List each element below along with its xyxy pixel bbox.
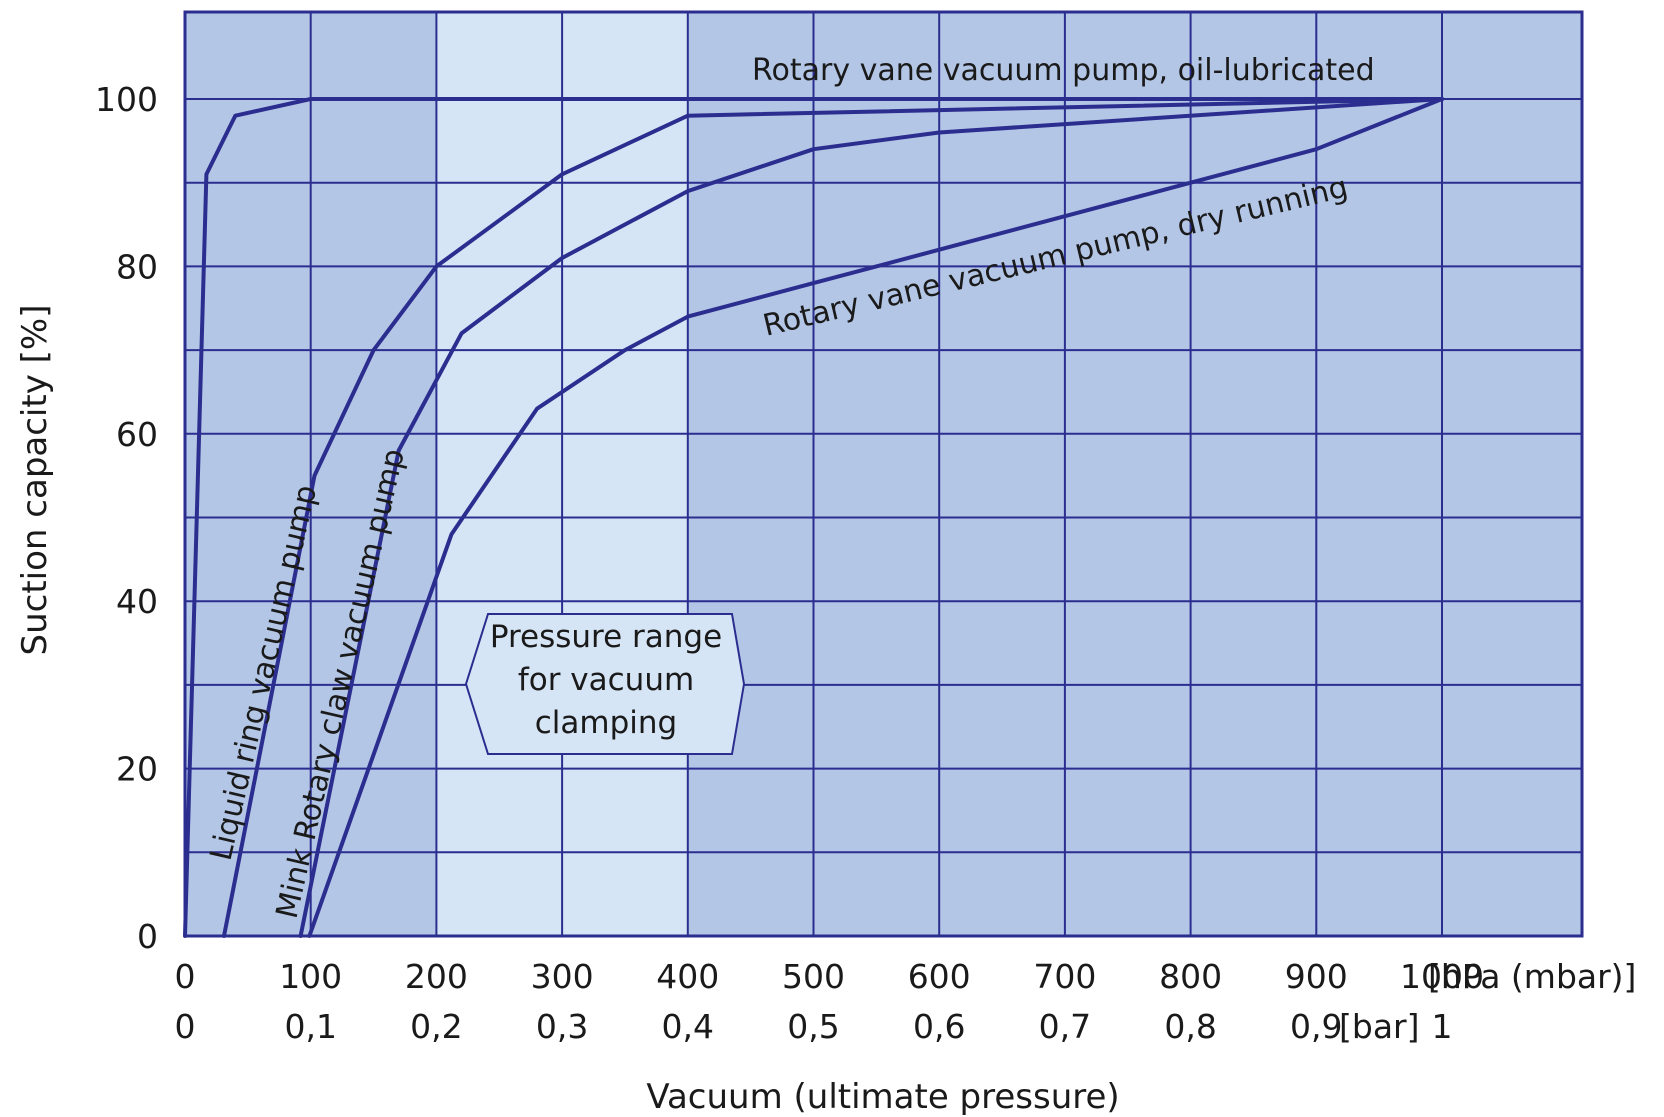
- pressure-range-box-outline: [464, 613, 746, 755]
- y-tick-label: 20: [116, 750, 158, 789]
- x-tick-labels-bar: 0 0,1 0,2 0,3 0,4 0,5 0,6 0,7 0,8 0,9 1: [175, 1007, 1453, 1046]
- x-tick-label-hpa: 500: [782, 957, 845, 996]
- plot-frame: [183, 10, 1584, 938]
- x-tick-label-bar: 0,1: [284, 1007, 336, 1046]
- x-tick-label-bar: 0,8: [1164, 1007, 1216, 1046]
- y-tick-label: 60: [116, 415, 158, 454]
- series-line-3: [298, 97, 1444, 938]
- y-tick-label: 0: [137, 917, 158, 956]
- label-oil-lubricated: Rotary vane vacuum pump, oil-lubricated: [752, 53, 1375, 88]
- x-tick-label-hpa: 300: [531, 957, 594, 996]
- x-tick-label-hpa: 900: [1285, 957, 1348, 996]
- series-line-2: [222, 97, 1444, 938]
- y-tick-label: 80: [116, 247, 158, 286]
- x-tick-label-hpa: 1000: [1400, 957, 1484, 996]
- x-tick-label-hpa: 700: [1033, 957, 1096, 996]
- x-tick-label-bar: 0,2: [410, 1007, 462, 1046]
- x-tick-label-bar: 0,3: [536, 1007, 588, 1046]
- grid: [185, 12, 1582, 936]
- curves: [183, 97, 1444, 938]
- pressure-range-box: Pressure range for vacuum clamping: [464, 613, 746, 755]
- x-tick-labels-hpa: 0 100 200 300 400 500 600 700 800 900 1000: [175, 957, 1484, 996]
- series-line-1: [183, 97, 1444, 938]
- x-tick-label-hpa: 400: [656, 957, 719, 996]
- x-axis-title: Vacuum (ultimate pressure): [646, 1077, 1119, 1117]
- x-tick-label-bar: 0,4: [662, 1007, 714, 1046]
- x-tick-label-hpa: 800: [1159, 957, 1222, 996]
- x-tick-label-hpa: 600: [908, 957, 971, 996]
- y-tick-labels: 0 20 40 60 80 100: [95, 80, 158, 956]
- x-tick-label-hpa: 0: [175, 957, 196, 996]
- y-axis-title: Suction capacity [%]: [15, 305, 55, 656]
- x-tick-label-bar: 1: [1432, 1007, 1453, 1046]
- y-tick-label: 100: [95, 80, 158, 119]
- x-tick-label-hpa: 100: [279, 957, 342, 996]
- x-tick-label-bar: 0,7: [1039, 1007, 1091, 1046]
- box-line-2: for vacuum: [518, 662, 694, 698]
- y-tick-label: 40: [116, 582, 158, 621]
- x-tick-label-bar: 0,5: [787, 1007, 839, 1046]
- x-unit-hpa: [hPa (mbar)]: [1428, 957, 1636, 996]
- x-tick-label-bar: 0,6: [913, 1007, 965, 1046]
- x-unit-bar: [bar]: [1339, 1007, 1420, 1046]
- x-tick-label-bar: 0,9: [1290, 1007, 1342, 1046]
- plot-background: [185, 12, 1582, 936]
- x-tick-label-bar: 0: [175, 1007, 196, 1046]
- x-tick-label-hpa: 200: [405, 957, 468, 996]
- box-line-1: Pressure range: [490, 619, 722, 655]
- series-line-4: [307, 97, 1444, 938]
- box-line-3: clamping: [535, 705, 677, 741]
